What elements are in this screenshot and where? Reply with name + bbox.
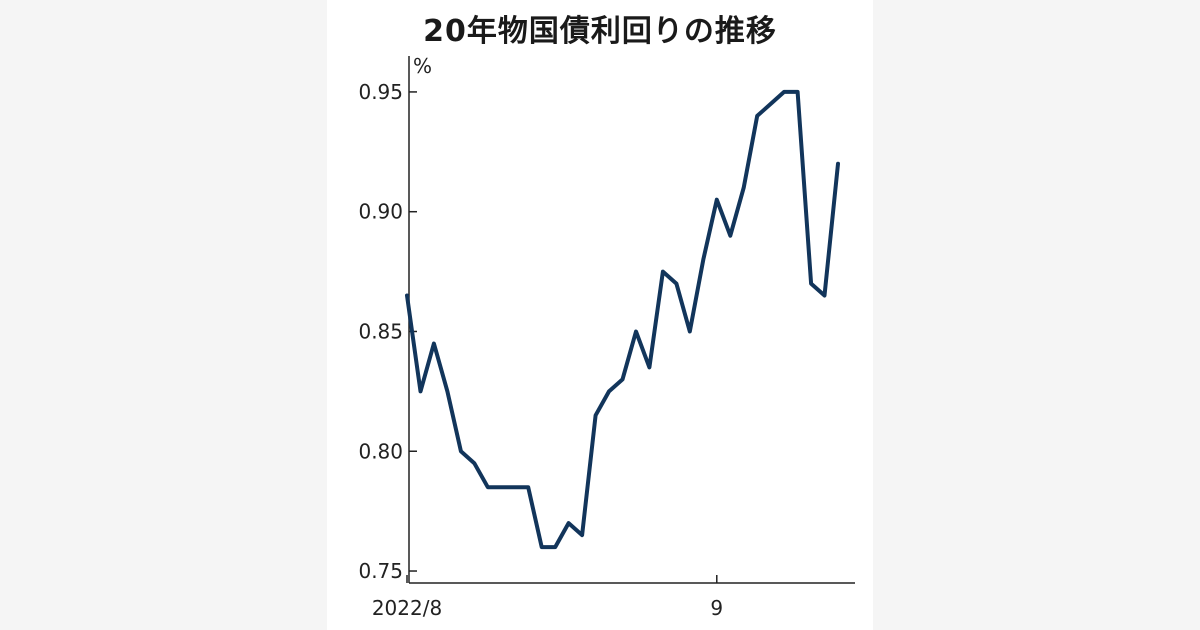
x-tick-label: 9 — [710, 596, 723, 620]
y-tick-label: 0.75 — [358, 559, 403, 583]
chart-title: 20年物国債利回りの推移 — [423, 14, 777, 49]
x-tick-label: 2022/8 — [372, 596, 442, 620]
y-tick-label: 0.90 — [358, 200, 403, 224]
y-tick-label: 0.80 — [358, 439, 403, 463]
y-tick-label: 0.95 — [358, 80, 403, 104]
y-axis-unit: % — [413, 54, 432, 78]
chart-panel: 20年物国債利回りの推移 0.75 0.80 0.85 0.90 0.95% 2022/8… — [327, 0, 873, 630]
y-tick-label: 0.85 — [358, 319, 403, 343]
line-chart: 0.75 0.80 0.85 0.90 0.95% 2022/8 9 — [358, 54, 855, 620]
series-line — [405, 89, 840, 550]
